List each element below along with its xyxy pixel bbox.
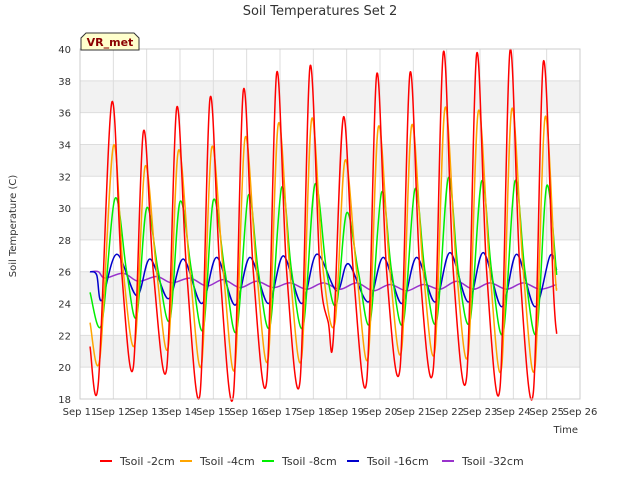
x-tick-label: Sep 21 [396,407,431,418]
x-tick-label: Sep 23 [463,407,498,418]
x-tick-label: Sep 25 [529,407,564,418]
y-tick-label: 18 [58,395,71,406]
station-badge-label: VR_met [87,36,134,49]
x-tick-label: Sep 16 [229,407,264,418]
x-tick-label: Sep 19 [329,407,364,418]
x-tick-label: Sep 14 [163,407,198,418]
y-tick-label: 38 [58,77,71,88]
legend-item-tsoil-4cm: Tsoil -4cm [180,455,255,468]
plot-band [80,208,580,240]
x-tick-label: Sep 17 [263,407,298,418]
x-tick-label: Sep 20 [363,407,398,418]
x-tick-label: Sep 12 [96,407,131,418]
legend: Tsoil -2cm Tsoil -4cm Tsoil -8cm Tsoil -16c… [100,455,524,468]
station-badge-box [80,32,140,51]
plot-band [80,176,580,209]
legend-label: Tsoil -16cm [366,455,429,468]
legend-label: Tsoil -32cm [461,455,524,468]
x-tick-label: Sep 18 [296,407,331,418]
x-tick-label: Sep 24 [496,407,531,418]
x-tick-label: Sep 13 [129,407,164,418]
x-axis-label: Time [553,425,578,436]
series-group [89,48,558,402]
y-tick-label: 26 [58,268,71,279]
legend-label: Tsoil -8cm [281,455,337,468]
x-tick-label: Sep 26 [563,407,598,418]
plot-background [80,49,580,399]
plot-frame [79,48,581,400]
series-line-tsoil-32cm [89,270,557,292]
y-tick-label: 20 [58,363,71,374]
legend-label: Tsoil -2cm [119,455,175,468]
y-tick-label: 28 [58,236,71,247]
plot-band [80,367,580,399]
y-tick-label: 40 [58,45,71,56]
plot-band [80,144,580,177]
y-tick-label: 22 [58,331,71,342]
legend-item-tsoil-8cm: Tsoil -8cm [262,455,337,468]
y-tick-label: 32 [58,172,71,183]
legend-label: Tsoil -4cm [199,455,255,468]
y-tick-label: 24 [58,300,71,311]
legend-item-tsoil-2cm: Tsoil -2cm [100,455,175,468]
x-tick-label: Sep 22 [429,407,464,418]
plot-band [80,49,580,81]
series-line-tsoil-2cm [89,48,558,402]
x-tick-label: Sep 15 [196,407,231,418]
legend-item-tsoil-16cm: Tsoil -16cm [347,455,429,468]
y-axis-ticks: 18 20 22 24 26 28 30 32 34 36 38 40 [58,45,71,406]
series-line-tsoil-16cm [89,251,558,308]
y-axis-label: Soil Temperature (C) [8,175,19,278]
station-badge: VR_met [80,32,140,51]
chart-title: Soil Temperatures Set 2 [243,4,398,19]
y-tick-label: 34 [58,140,71,151]
legend-item-tsoil-32cm: Tsoil -32cm [442,455,524,468]
plot-band [80,80,580,113]
y-tick-label: 30 [58,204,71,215]
x-tick-label: Sep 11 [63,407,98,418]
plot-band [80,112,580,145]
plot-band [80,239,580,272]
y-tick-label: 36 [58,109,71,120]
